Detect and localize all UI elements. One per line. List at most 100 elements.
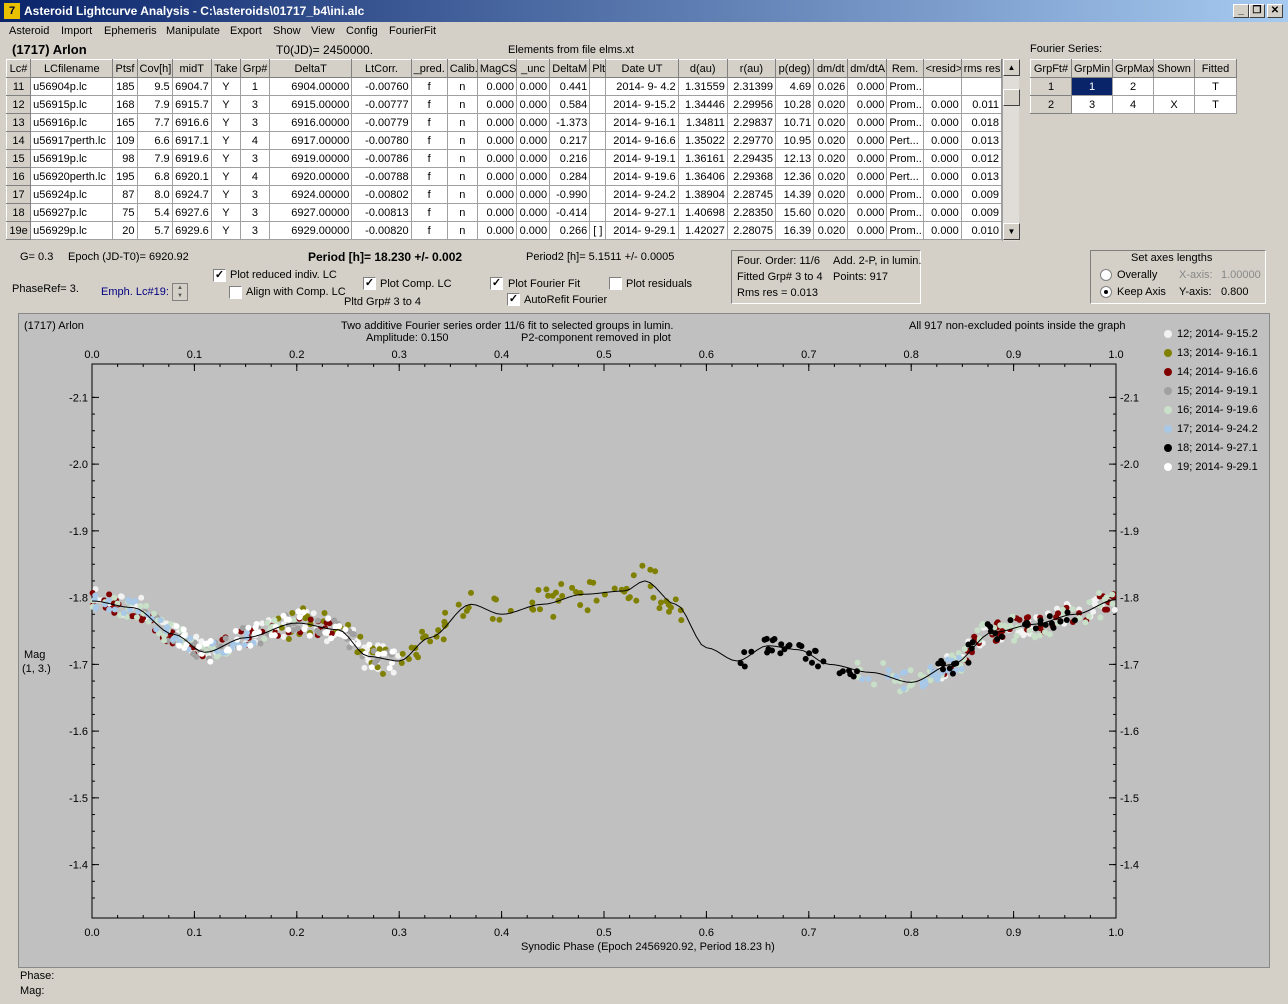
row-number[interactable]: 17 (5, 185, 32, 204)
table-cell[interactable]: f (410, 185, 448, 204)
table-cell[interactable]: -0.990 (549, 185, 591, 204)
table-cell[interactable]: 1.36406 (677, 167, 728, 186)
table-cell[interactable]: 0.020 (813, 95, 849, 114)
table-cell[interactable] (589, 95, 607, 114)
row-number[interactable]: 15 (5, 149, 32, 168)
table-cell[interactable]: 0.284 (549, 167, 591, 186)
column-header[interactable]: Plt (589, 59, 607, 78)
table-cell[interactable]: 2014- 9-15.2 (605, 95, 679, 114)
table-cell[interactable]: 1 (239, 77, 271, 96)
table-cell[interactable]: 0.020 (813, 203, 849, 222)
table-cell[interactable]: 0.000 (922, 113, 962, 132)
table-cell[interactable] (589, 113, 607, 132)
table-cell[interactable]: f (410, 131, 448, 150)
table-cell[interactable]: 2014- 9-29.1 (605, 221, 679, 240)
table-cell[interactable]: f (410, 221, 448, 240)
table-cell[interactable]: -0.414 (549, 203, 591, 222)
table-cell[interactable]: 7.7 (136, 113, 173, 132)
table-cell[interactable]: u56917perth.lc (30, 131, 114, 150)
table-cell[interactable]: 6927.6 (171, 203, 212, 222)
column-header[interactable]: LtCorr. (351, 59, 412, 78)
table-cell[interactable]: 0.018 (960, 113, 1003, 132)
table-cell[interactable]: Prom... (886, 95, 924, 114)
table-cell[interactable]: 6924.7 (171, 185, 212, 204)
table-cell[interactable]: 3 (239, 149, 271, 168)
table-cell[interactable]: 4 (239, 167, 271, 186)
table-cell[interactable]: -0.00788 (351, 167, 412, 186)
fourier-cell[interactable]: T (1194, 95, 1237, 114)
table-cell[interactable]: f (410, 167, 448, 186)
table-row[interactable]: 12 u56915p.lc 168 7.9 6915.7 Y 3 6915.00000 -0.0… (5, 95, 1003, 114)
table-cell[interactable]: Y (210, 221, 241, 240)
table-cell[interactable]: [ ] (589, 221, 607, 240)
table-cell[interactable]: 6917.00000 (269, 131, 353, 150)
table-cell[interactable]: 0.013 (960, 167, 1003, 186)
table-cell[interactable]: u56920perth.lc (30, 167, 114, 186)
overally-radio[interactable] (1100, 269, 1112, 281)
table-cell[interactable]: 0.000 (515, 77, 551, 96)
table-cell[interactable]: 0.020 (813, 167, 849, 186)
table-cell[interactable]: 0.000 (515, 95, 551, 114)
table-cell[interactable]: 20 (112, 221, 138, 240)
table-cell[interactable] (589, 203, 607, 222)
row-number[interactable]: 16 (5, 167, 32, 186)
table-cell[interactable]: 1.36161 (677, 149, 728, 168)
table-cell[interactable]: 2.29956 (726, 95, 777, 114)
table-cell[interactable]: 3 (239, 113, 271, 132)
table-cell[interactable]: 1.31559 (677, 77, 728, 96)
column-header[interactable]: _pred. (410, 59, 448, 78)
row-number[interactable]: 18 (5, 203, 32, 222)
column-header[interactable]: Take (210, 59, 241, 78)
table-cell[interactable]: Y (210, 77, 241, 96)
table-cell[interactable] (960, 77, 1003, 96)
table-cell[interactable]: Prom... (886, 203, 924, 222)
fourier-cell[interactable]: 2 (1030, 95, 1072, 114)
column-header[interactable]: Grp# (239, 59, 271, 78)
table-cell[interactable]: 0.000 (476, 167, 518, 186)
table-cell[interactable]: 1.34811 (677, 113, 728, 132)
table-cell[interactable]: 6.6 (136, 131, 173, 150)
close-button[interactable]: ✕ (1267, 4, 1283, 18)
lightcurve-plot[interactable]: 0.0 0.0 0.1 0.1 0.2 0.2 0.3 0.3 0.4 0.4 0.5 0.5 0.6 0… (18, 313, 1270, 968)
table-cell[interactable]: 0.000 (847, 77, 888, 96)
table-cell[interactable]: 10.95 (774, 131, 815, 150)
table-cell[interactable]: Y (210, 203, 241, 222)
table-row[interactable]: 14 u56917perth.lc 109 6.6 6917.1 Y 4 6917.00000… (5, 131, 1003, 150)
plot-comp-checkbox[interactable]: ✓ (363, 277, 376, 290)
table-cell[interactable]: 0.217 (549, 131, 591, 150)
table-cell[interactable]: 6919.6 (171, 149, 212, 168)
table-cell[interactable]: 0.000 (515, 167, 551, 186)
table-cell[interactable]: 6920.00000 (269, 167, 353, 186)
table-cell[interactable]: 15.60 (774, 203, 815, 222)
table-cell[interactable]: 5.4 (136, 203, 173, 222)
table-cell[interactable]: 0.020 (813, 221, 849, 240)
table-cell[interactable]: 6920.1 (171, 167, 212, 186)
table-cell[interactable]: Y (210, 131, 241, 150)
table-cell[interactable]: 0.000 (476, 113, 518, 132)
plot-fourier-checkbox[interactable]: ✓ (490, 277, 503, 290)
table-cell[interactable]: 0.000 (515, 221, 551, 240)
table-cell[interactable]: 0.000 (847, 221, 888, 240)
row-number[interactable]: 12 (5, 95, 32, 114)
table-cell[interactable]: Y (210, 167, 241, 186)
table-cell[interactable]: 0.020 (813, 113, 849, 132)
table-cell[interactable]: 0.000 (515, 149, 551, 168)
table-cell[interactable]: 0.000 (515, 113, 551, 132)
table-cell[interactable]: 98 (112, 149, 138, 168)
column-header[interactable]: midT (171, 59, 212, 78)
table-cell[interactable]: 0.011 (960, 95, 1003, 114)
table-cell[interactable]: Pert... (886, 167, 924, 186)
table-cell[interactable]: n (446, 203, 478, 222)
table-cell[interactable]: 7.9 (136, 149, 173, 168)
table-cell[interactable]: -0.00813 (351, 203, 412, 222)
table-cell[interactable]: 6917.1 (171, 131, 212, 150)
table-cell[interactable]: 0.000 (476, 221, 518, 240)
table-cell[interactable]: u56924p.lc (30, 185, 114, 204)
table-cell[interactable]: Y (210, 149, 241, 168)
fourier-cell[interactable]: T (1194, 77, 1237, 96)
table-cell[interactable]: 1.40698 (677, 203, 728, 222)
table-cell[interactable]: n (446, 185, 478, 204)
table-cell[interactable]: 0.000 (847, 185, 888, 204)
table-cell[interactable]: 1.38904 (677, 185, 728, 204)
